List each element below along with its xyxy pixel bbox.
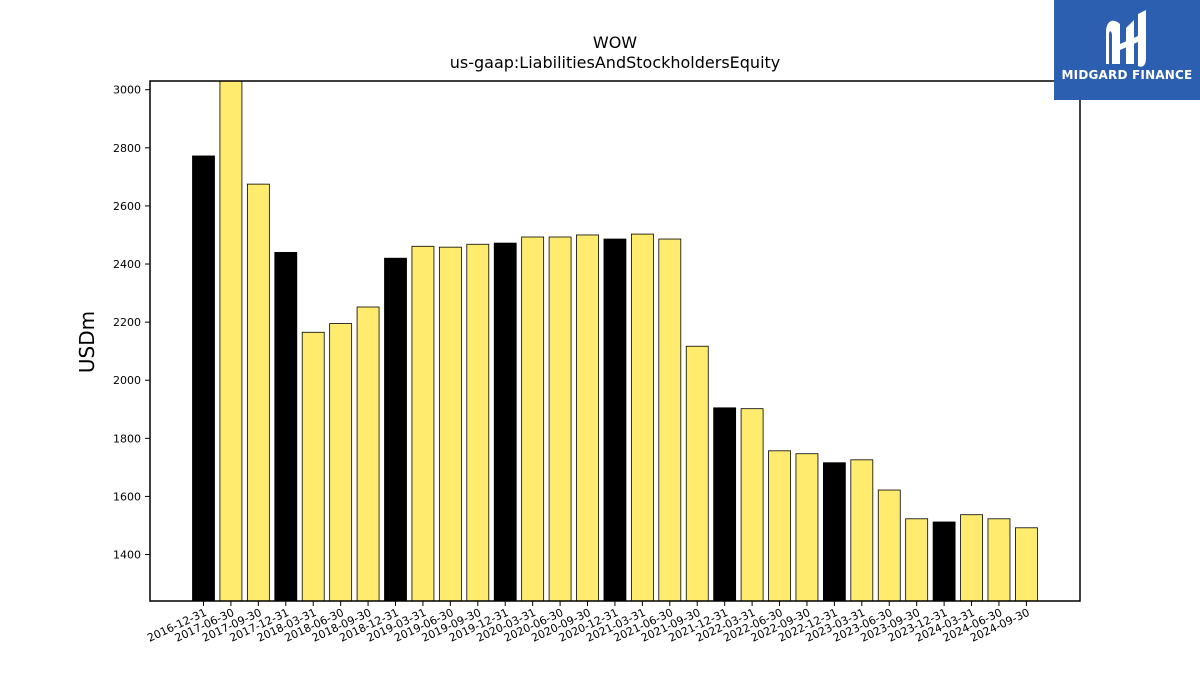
midgard-m-logo-icon (1106, 10, 1146, 67)
bar (850, 459, 874, 601)
bar (356, 306, 380, 601)
y-tick-label: 2000 (113, 374, 141, 387)
y-tick-label: 2400 (113, 258, 141, 271)
bar (246, 183, 270, 601)
bar (576, 234, 599, 601)
bar (713, 407, 737, 601)
y-tick-label: 1600 (113, 490, 141, 503)
y-tick-label: 1800 (113, 432, 141, 445)
y-axis-label: USDm (75, 311, 99, 373)
bar (905, 518, 929, 601)
bar (411, 245, 435, 601)
chart-subtitle: us-gaap:LiabilitiesAndStockholdersEquity (450, 53, 781, 72)
bar (795, 453, 819, 601)
bar (384, 257, 407, 601)
y-tick-label: 3000 (113, 84, 141, 97)
bar (877, 489, 901, 601)
bar (987, 518, 1011, 601)
bar (822, 462, 846, 601)
bar (329, 323, 353, 601)
chart-title: WOW (593, 33, 637, 52)
y-tick-label: 1400 (113, 549, 141, 562)
bar (630, 233, 654, 601)
plot-frame (149, 80, 1081, 602)
bar (301, 331, 325, 601)
bar (740, 408, 764, 601)
brand-logo: MIDGARD FINANCE (1054, 0, 1200, 100)
bar (466, 243, 490, 601)
bar (493, 242, 517, 601)
bar (548, 236, 572, 601)
bar (219, 81, 243, 601)
y-tick-label: 2800 (113, 142, 141, 155)
bar (685, 345, 709, 601)
bar (603, 238, 627, 601)
bar (274, 251, 298, 601)
x-axis: 2016-12-312017-06-302017-09-302017-12-31… (145, 601, 1032, 645)
y-tick-label: 2600 (113, 200, 141, 213)
bar (521, 236, 545, 601)
y-axis: 1400 1600 1800 2000 2200 2400 2600 2800 3000 (113, 84, 150, 562)
bar (438, 246, 462, 601)
y-tick-label: 2200 (113, 316, 141, 329)
bar (960, 514, 983, 601)
bar (768, 450, 791, 601)
brand-name: MIDGARD FINANCE (1061, 68, 1193, 82)
bar (192, 155, 215, 601)
bar (658, 238, 682, 601)
bar (1015, 527, 1038, 601)
bar (932, 521, 956, 601)
bar-series (192, 81, 1038, 601)
